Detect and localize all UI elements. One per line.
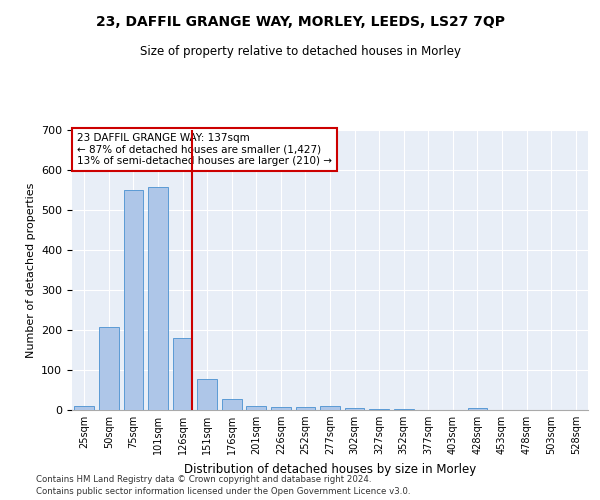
- Bar: [271, 407, 290, 410]
- Text: Size of property relative to detached houses in Morley: Size of property relative to detached ho…: [139, 45, 461, 58]
- Bar: [148, 187, 168, 410]
- Text: Contains public sector information licensed under the Open Government Licence v3: Contains public sector information licen…: [36, 488, 410, 496]
- Bar: [345, 408, 364, 410]
- Bar: [394, 409, 413, 410]
- Bar: [222, 399, 242, 410]
- Bar: [247, 406, 266, 410]
- Bar: [99, 327, 119, 410]
- X-axis label: Distribution of detached houses by size in Morley: Distribution of detached houses by size …: [184, 462, 476, 475]
- Bar: [74, 406, 94, 410]
- Bar: [467, 408, 487, 410]
- Bar: [296, 407, 315, 410]
- Text: 23, DAFFIL GRANGE WAY, MORLEY, LEEDS, LS27 7QP: 23, DAFFIL GRANGE WAY, MORLEY, LEEDS, LS…: [95, 15, 505, 29]
- Bar: [197, 379, 217, 410]
- Bar: [124, 190, 143, 410]
- Text: 23 DAFFIL GRANGE WAY: 137sqm
← 87% of detached houses are smaller (1,427)
13% of: 23 DAFFIL GRANGE WAY: 137sqm ← 87% of de…: [77, 133, 332, 166]
- Text: Contains HM Land Registry data © Crown copyright and database right 2024.: Contains HM Land Registry data © Crown c…: [36, 475, 371, 484]
- Bar: [320, 406, 340, 410]
- Y-axis label: Number of detached properties: Number of detached properties: [26, 182, 35, 358]
- Bar: [370, 409, 389, 410]
- Bar: [173, 338, 193, 410]
